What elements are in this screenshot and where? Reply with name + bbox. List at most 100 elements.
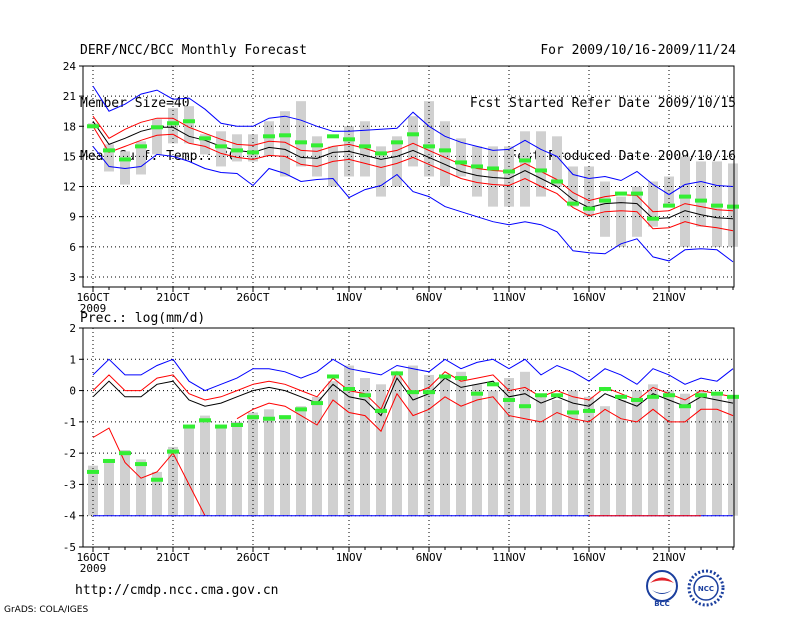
median-mark-15 [327, 374, 339, 379]
box-bar-15 [328, 146, 338, 187]
ncc-logo-text: NCC [698, 585, 714, 593]
median-mark-33 [615, 394, 627, 399]
median-mark-0 [87, 469, 99, 474]
box-bar-10 [248, 134, 258, 162]
y-tick-label-6: 1 [69, 353, 76, 366]
median-mark-32 [599, 387, 611, 392]
median-mark-30 [567, 410, 579, 415]
median-mark-28 [535, 393, 547, 398]
median-mark-17 [359, 393, 371, 398]
median-mark-12 [279, 133, 291, 138]
median-mark-3 [135, 144, 147, 149]
median-mark-30 [567, 201, 579, 206]
box-bar-20 [408, 116, 418, 167]
median-mark-40 [727, 204, 739, 209]
median-mark-24 [471, 391, 483, 396]
x-tick-label-1: 21OCT [156, 291, 189, 304]
median-mark-10 [247, 415, 259, 420]
box-bar-19 [392, 371, 402, 516]
median-mark-0 [87, 124, 99, 129]
box-bar-11 [264, 409, 274, 516]
median-mark-24 [471, 164, 483, 169]
box-bar-17 [360, 378, 370, 516]
box-bar-26 [504, 378, 514, 516]
y-tick-label-0: -5 [63, 541, 76, 554]
bcc-logo-text: BCC [654, 600, 670, 608]
box-bar-32 [600, 181, 610, 237]
median-mark-17 [359, 144, 371, 149]
median-mark-36 [663, 203, 675, 208]
y-tick-label-4: -1 [63, 416, 76, 429]
box-bar-30 [568, 390, 578, 516]
median-mark-21 [423, 390, 435, 395]
box-bar-5 [168, 446, 178, 516]
box-bar-37 [680, 393, 690, 516]
box-bar-3 [136, 141, 146, 175]
median-mark-26 [503, 397, 515, 402]
x-tick-label-5: 11NOV [492, 291, 525, 304]
median-mark-19 [391, 140, 403, 145]
x-tick-label-1: 21OCT [156, 551, 189, 564]
box-bar-14 [312, 136, 322, 177]
median-mark-16 [343, 387, 355, 392]
mean-line [92, 377, 734, 417]
median-mark-34 [631, 397, 643, 402]
box-bar-12 [280, 111, 290, 177]
box-bar-25 [488, 390, 498, 516]
median-mark-11 [263, 134, 275, 139]
median-mark-29 [551, 179, 563, 184]
median-mark-38 [695, 198, 707, 203]
box-bar-25 [488, 146, 498, 207]
median-mark-2 [119, 451, 131, 456]
median-mark-27 [519, 404, 531, 409]
median-mark-20 [407, 390, 419, 395]
median-mark-37 [679, 194, 691, 199]
median-mark-22 [439, 148, 451, 153]
box-bar-22 [440, 374, 450, 516]
chart-title: DERF/NCC/BCC Monthly Forecast [80, 43, 307, 58]
median-mark-8 [215, 424, 227, 429]
box-bar-31 [584, 166, 594, 217]
box-bar-19 [392, 136, 402, 187]
median-mark-23 [455, 376, 467, 381]
median-mark-21 [423, 144, 435, 149]
y-tick-label-1: -4 [63, 510, 77, 523]
box-bar-0 [88, 465, 98, 516]
median-mark-11 [263, 416, 275, 421]
ncc-logo: NCC [687, 569, 725, 607]
box-bar-11 [264, 121, 274, 157]
median-mark-14 [311, 143, 323, 148]
median-mark-32 [599, 198, 611, 203]
box-bar-28 [536, 131, 546, 197]
median-mark-13 [295, 140, 307, 145]
median-mark-15 [327, 134, 339, 139]
precip-panel-title: Prec.: log(mm/d) [80, 311, 205, 326]
box-bar-2 [120, 450, 130, 516]
y-tick-label-6: 21 [63, 90, 76, 103]
box-bar-5 [168, 108, 178, 144]
box-bar-22 [440, 121, 450, 187]
median-mark-19 [391, 371, 403, 376]
median-mark-39 [711, 203, 723, 208]
source-url[interactable]: http://cmdp.ncc.cma.gov.cn [75, 583, 279, 598]
median-mark-3 [135, 462, 147, 467]
y-tick-label-5: 0 [69, 385, 76, 398]
box-bar-4 [152, 119, 162, 155]
y-tick-label-3: -2 [63, 447, 76, 460]
box-bar-38 [696, 161, 706, 227]
median-mark-4 [151, 477, 163, 482]
box-bar-24 [472, 146, 482, 197]
median-mark-37 [679, 404, 691, 409]
box-bar-8 [216, 131, 226, 167]
box-bar-32 [600, 406, 610, 516]
box-bar-6 [184, 428, 194, 516]
box-bar-7 [200, 415, 210, 516]
box-bar-13 [296, 101, 306, 167]
median-mark-35 [647, 394, 659, 399]
box-bar-33 [616, 399, 626, 516]
median-mark-22 [439, 374, 451, 379]
x-tick-label-3: 1NOV [336, 551, 363, 564]
median-mark-23 [455, 160, 467, 165]
box-bar-36 [664, 176, 674, 207]
box-bar-21 [424, 374, 434, 516]
